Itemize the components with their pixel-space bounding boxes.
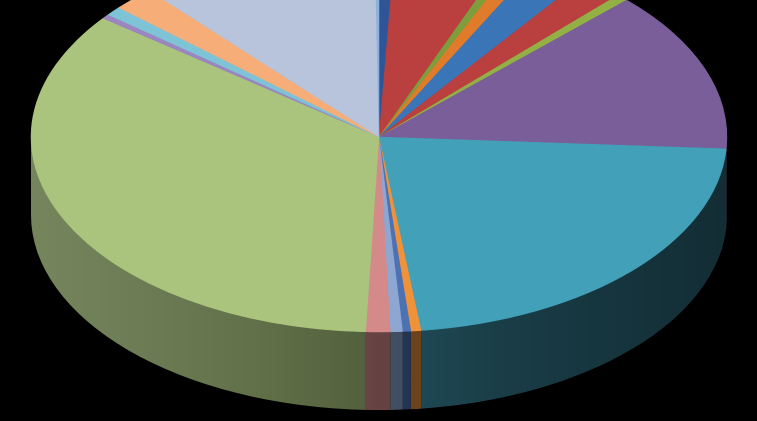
pie-slice-18 [163, 0, 380, 138]
pie-side-shading [31, 137, 727, 410]
pie-side-walls [30, 137, 727, 410]
pie-top-slices [30, 0, 728, 333]
pie-slice-0 [378, 0, 391, 138]
pie-slice-19 [375, 0, 380, 138]
pie-slice-17 [118, 0, 380, 138]
pie-slice-8 [378, 136, 727, 331]
pie-slice-13 [30, 17, 380, 333]
pie-slice-7 [378, 0, 728, 150]
